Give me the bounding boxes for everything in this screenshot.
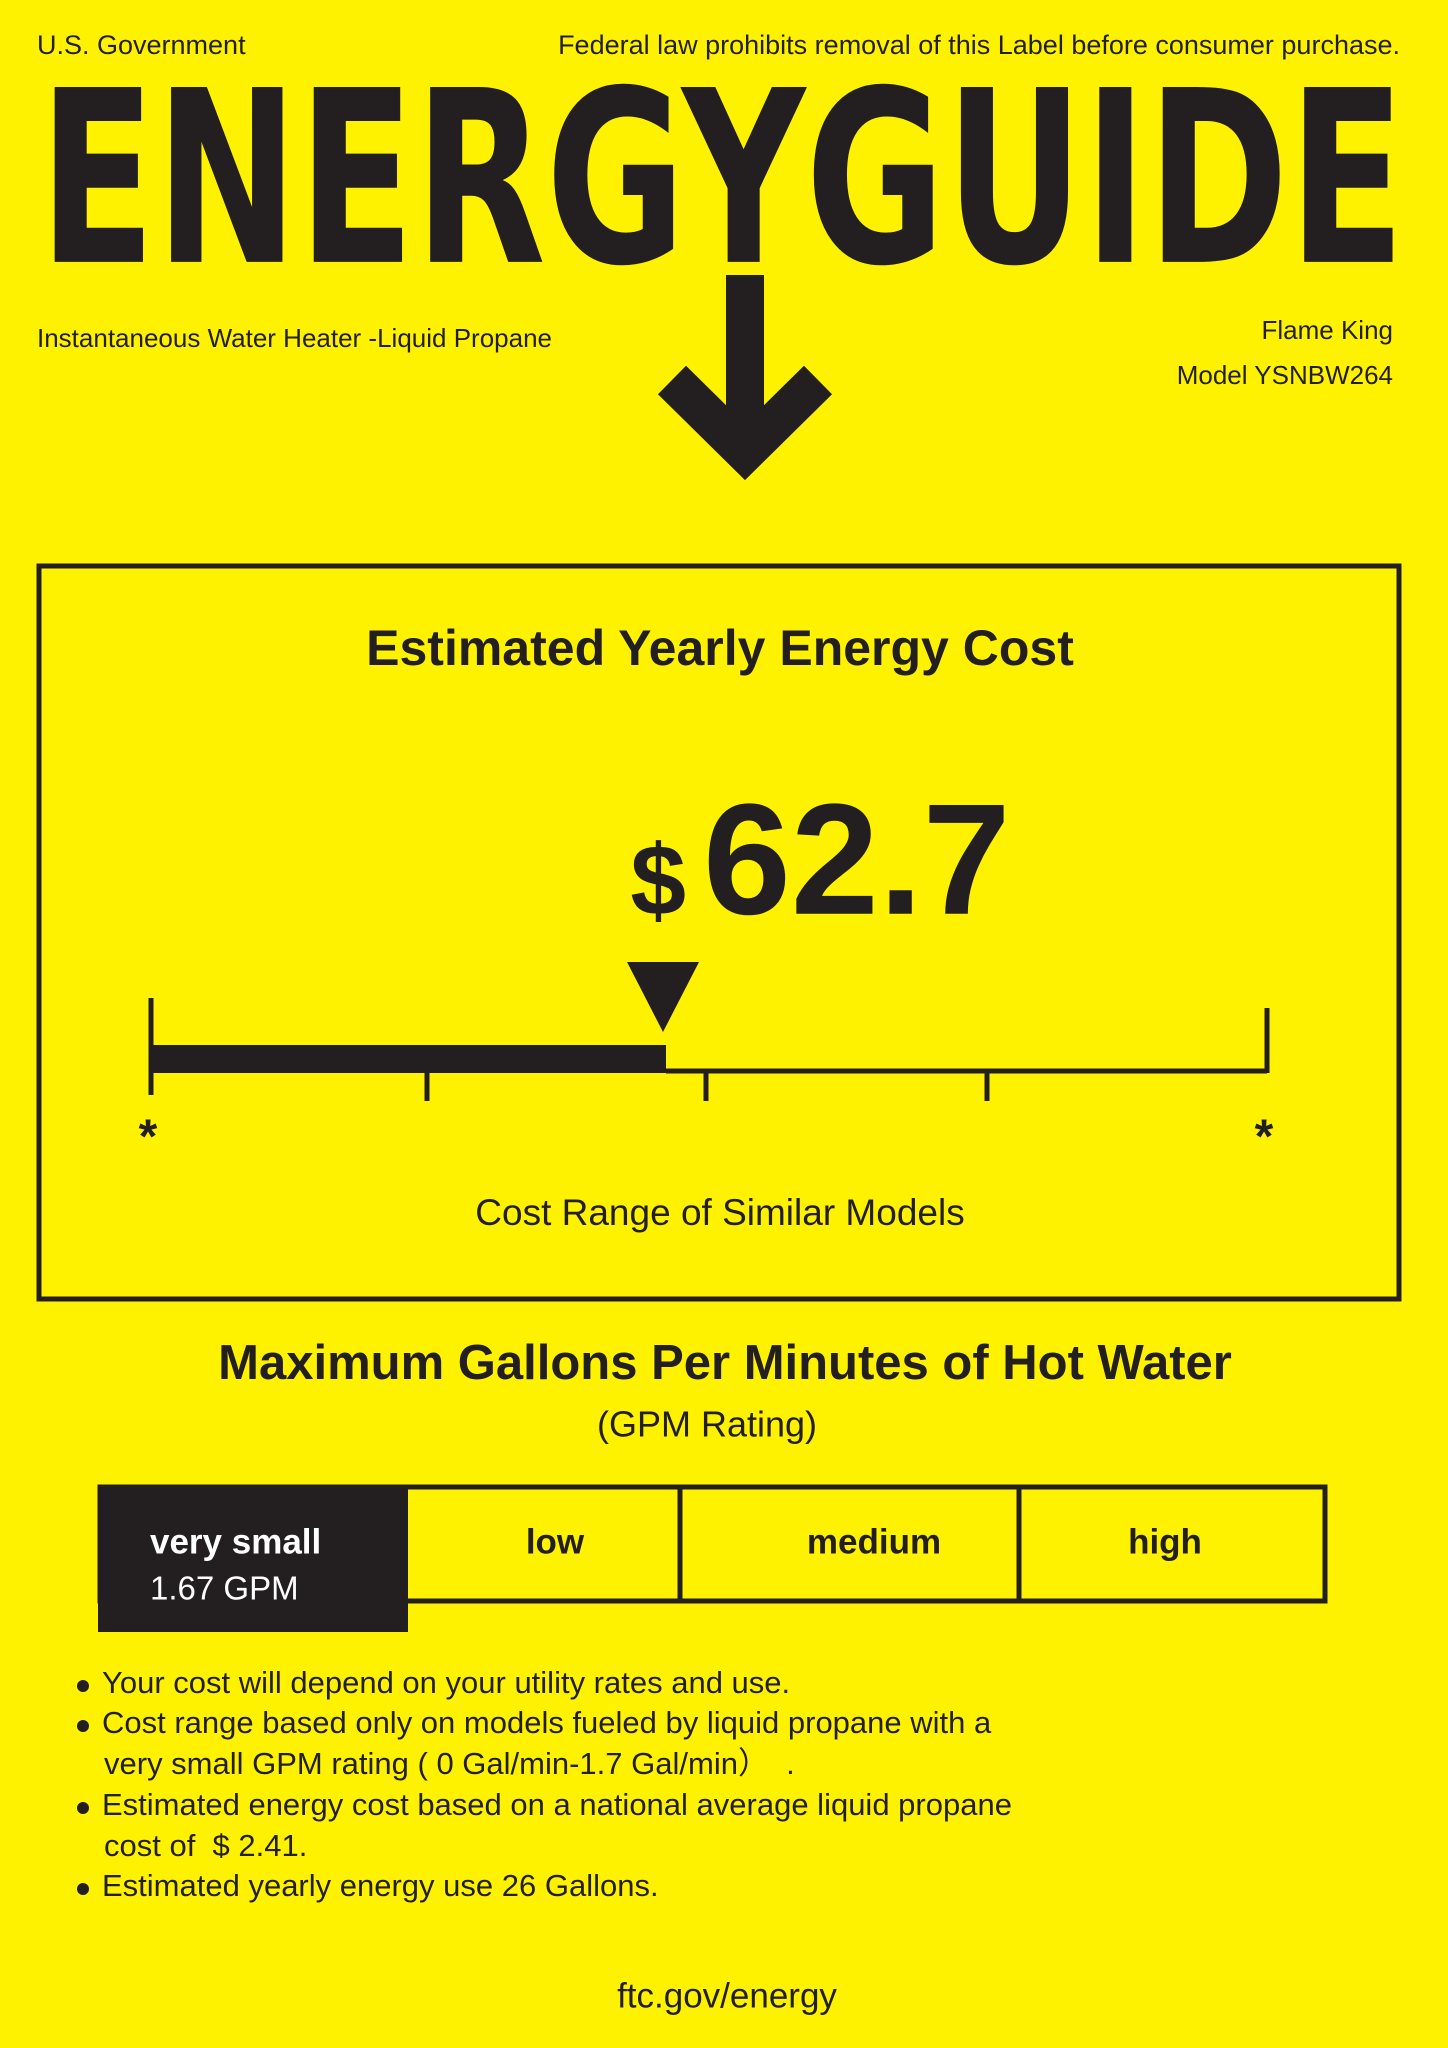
arrow-head bbox=[657, 365, 833, 481]
cost-amount: 62.7 bbox=[703, 772, 1011, 948]
gpm-category: low bbox=[526, 1522, 585, 1561]
gpm-subtitle: (GPM Rating) bbox=[597, 1404, 817, 1445]
note-line: very small GPM rating ( 0 Gal/min-1.7 Ga… bbox=[104, 1746, 795, 1781]
cost-title: Estimated Yearly Energy Cost bbox=[366, 620, 1074, 676]
gpm-rating: 1.67 GPM bbox=[150, 1570, 299, 1607]
model: Model YSNBW264 bbox=[1177, 360, 1393, 390]
bullet bbox=[77, 1680, 89, 1692]
note-line: Estimated yearly energy use 26 Gallons. bbox=[102, 1868, 659, 1903]
product-type: Instantaneous Water Heater -Liquid Propa… bbox=[37, 323, 552, 353]
range-low: * bbox=[139, 1111, 158, 1164]
energy-guide-title: ENERGYGUIDE bbox=[39, 39, 1405, 319]
footer-url: ftc.gov/energy bbox=[617, 1976, 837, 2015]
range-label: Cost Range of Similar Models bbox=[475, 1192, 964, 1233]
header-right: Federal law prohibits removal of this La… bbox=[558, 30, 1400, 60]
gpm-selected-box bbox=[98, 1485, 408, 1632]
arrow-stem bbox=[726, 275, 764, 435]
note-line: Cost range based only on models fueled b… bbox=[102, 1705, 992, 1740]
bullet bbox=[77, 1802, 89, 1814]
cost-marker bbox=[627, 962, 699, 1032]
gpm-category-selected: very small bbox=[150, 1522, 321, 1561]
gpm-category: high bbox=[1128, 1522, 1202, 1561]
header-left: U.S. Government bbox=[37, 30, 246, 60]
cost-bar-filled bbox=[151, 1045, 666, 1073]
cost-currency: $ bbox=[630, 824, 686, 936]
note-line: cost of $ 2.41. bbox=[104, 1828, 307, 1863]
gpm-category: medium bbox=[807, 1522, 941, 1561]
gpm-title: Maximum Gallons Per Minutes of Hot Water bbox=[218, 1336, 1232, 1390]
note-line: Estimated energy cost based on a nationa… bbox=[102, 1787, 1012, 1822]
cost-box bbox=[36, 563, 1402, 1302]
note-line: Your cost will depend on your utility ra… bbox=[102, 1665, 790, 1700]
bullet bbox=[77, 1720, 89, 1732]
bullet bbox=[77, 1883, 89, 1895]
brand: Flame King bbox=[1262, 315, 1394, 345]
range-high: * bbox=[1255, 1111, 1274, 1164]
